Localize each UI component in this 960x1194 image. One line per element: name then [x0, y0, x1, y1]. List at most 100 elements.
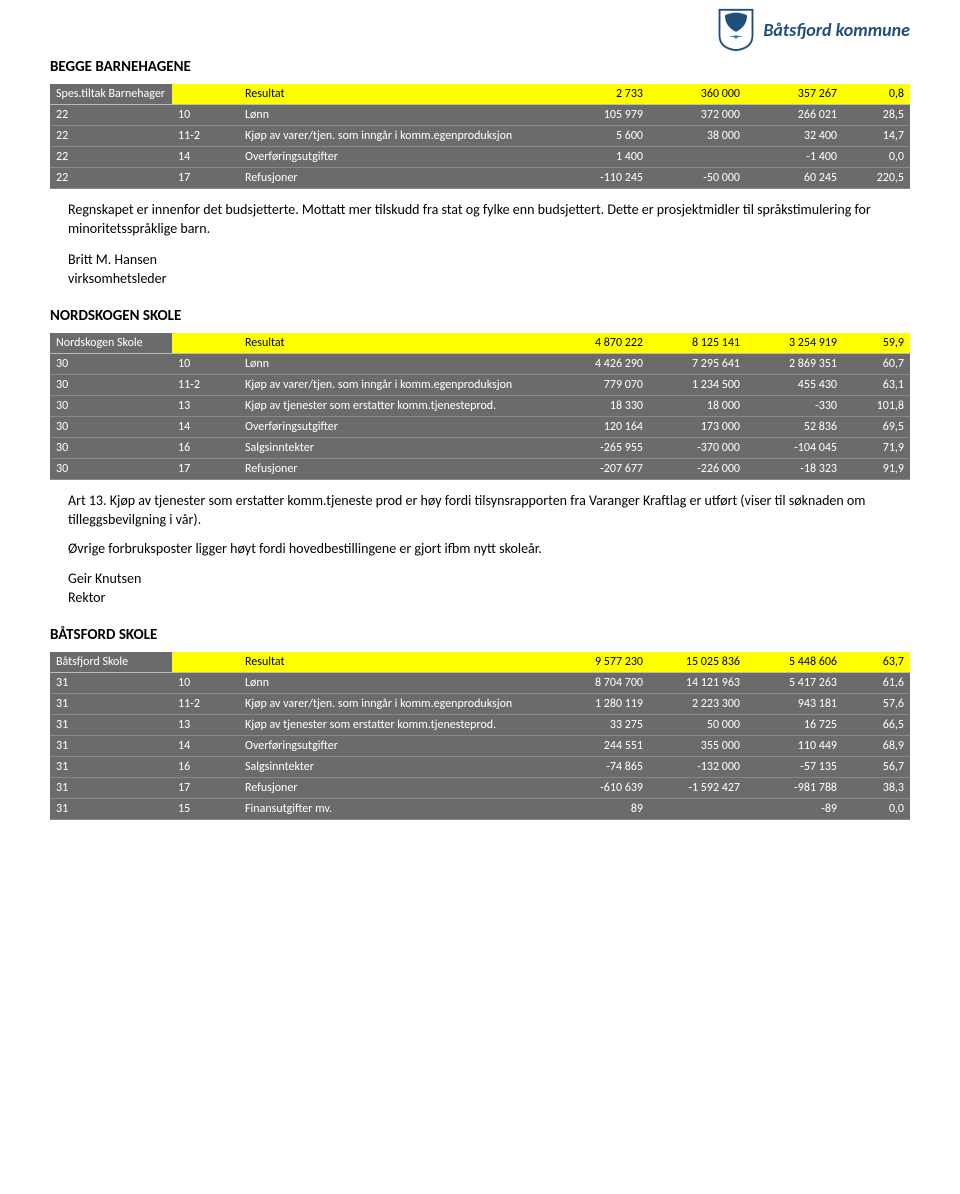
cell: 38,3 [843, 778, 910, 799]
cell: 31 [50, 715, 172, 736]
cell: 0,0 [843, 147, 910, 168]
section-title: BÅTSFORD SKOLE [50, 626, 910, 644]
cell: 4 426 290 [552, 353, 649, 374]
note-text: Art 13. Kjøp av tjenester som erstatter … [68, 492, 888, 530]
section-title: NORDSKOGEN SKOLE [50, 307, 910, 325]
cell: 71,9 [843, 437, 910, 458]
cell: 22 [50, 126, 172, 147]
cell: 355 000 [649, 736, 746, 757]
cell: Lønn [239, 353, 552, 374]
table-header-row: Nordskogen SkoleResultat4 870 2228 125 1… [50, 333, 910, 354]
cell: -265 955 [552, 437, 649, 458]
cell: Lønn [239, 673, 552, 694]
cell: -89 [746, 799, 843, 820]
cell: 60 245 [746, 168, 843, 189]
cell: 105 979 [552, 105, 649, 126]
cell: 30 [50, 416, 172, 437]
cell: 10 [172, 353, 239, 374]
cell: 173 000 [649, 416, 746, 437]
cell: 50 000 [649, 715, 746, 736]
cell: 61,6 [843, 673, 910, 694]
cell: Overføringsutgifter [239, 416, 552, 437]
cell: 22 [50, 168, 172, 189]
cell: -1 400 [746, 147, 843, 168]
cell: 31 [50, 757, 172, 778]
header-value: 357 267 [746, 84, 843, 105]
cell: 17 [172, 458, 239, 479]
cell: 89 [552, 799, 649, 820]
header-value: 4 870 222 [552, 333, 649, 354]
signature-role: virksomhetsleder [68, 270, 910, 287]
cell: Kjøp av tjenester som erstatter komm.tje… [239, 715, 552, 736]
cell: 5 600 [552, 126, 649, 147]
cell: 1 280 119 [552, 694, 649, 715]
cell: 14 [172, 416, 239, 437]
cell: Kjøp av varer/tjen. som inngår i komm.eg… [239, 126, 552, 147]
cell: 220,5 [843, 168, 910, 189]
cell: 16 725 [746, 715, 843, 736]
cell: 52 836 [746, 416, 843, 437]
table-row: 3116Salgsinntekter-74 865-132 000-57 135… [50, 757, 910, 778]
cell: 28,5 [843, 105, 910, 126]
cell: 30 [50, 437, 172, 458]
cell: 17 [172, 778, 239, 799]
cell: -104 045 [746, 437, 843, 458]
header-value: 5 448 606 [746, 652, 843, 673]
logo-text: Båtsfjord kommune [763, 19, 910, 41]
cell: 11-2 [172, 126, 239, 147]
cell: Overføringsutgifter [239, 147, 552, 168]
table-row: 3010Lønn4 426 2907 295 6412 869 35160,7 [50, 353, 910, 374]
cell: 38 000 [649, 126, 746, 147]
header-value: 0,8 [843, 84, 910, 105]
cell: 16 [172, 757, 239, 778]
cell: 14,7 [843, 126, 910, 147]
cell: 30 [50, 395, 172, 416]
cell: 8 704 700 [552, 673, 649, 694]
header-value: 360 000 [649, 84, 746, 105]
note-text: Regnskapet er innenfor det budsjetterte.… [68, 201, 888, 239]
cell: 57,6 [843, 694, 910, 715]
table-row: 3016Salgsinntekter-265 955-370 000-104 0… [50, 437, 910, 458]
cell: 943 181 [746, 694, 843, 715]
table-row: 3014Overføringsutgifter120 164173 00052 … [50, 416, 910, 437]
table-row: 3114Overføringsutgifter244 551355 000110… [50, 736, 910, 757]
cell: 14 121 963 [649, 673, 746, 694]
cell: 68,9 [843, 736, 910, 757]
cell: 31 [50, 694, 172, 715]
cell: 2 223 300 [649, 694, 746, 715]
cell: 13 [172, 715, 239, 736]
cell: Finansutgifter mv. [239, 799, 552, 820]
cell: 1 234 500 [649, 374, 746, 395]
cell: 11-2 [172, 374, 239, 395]
cell: -981 788 [746, 778, 843, 799]
cell: 1 400 [552, 147, 649, 168]
cell: 2 869 351 [746, 353, 843, 374]
cell: Refusjoner [239, 458, 552, 479]
cell [649, 147, 746, 168]
cell: 18 000 [649, 395, 746, 416]
cell: 60,7 [843, 353, 910, 374]
cell: 56,7 [843, 757, 910, 778]
signature-name: Britt M. Hansen [68, 251, 910, 268]
cell: 31 [50, 673, 172, 694]
cell: Lønn [239, 105, 552, 126]
cell: -110 245 [552, 168, 649, 189]
table-row: 3011-2Kjøp av varer/tjen. som inngår i k… [50, 374, 910, 395]
cell: 69,5 [843, 416, 910, 437]
cell: 30 [50, 458, 172, 479]
cell: 14 [172, 736, 239, 757]
cell: Kjøp av tjenester som erstatter komm.tje… [239, 395, 552, 416]
table-row: 2210Lønn105 979372 000266 02128,5 [50, 105, 910, 126]
cell: -132 000 [649, 757, 746, 778]
header-value: 8 125 141 [649, 333, 746, 354]
cell: -18 323 [746, 458, 843, 479]
note-text: Øvrige forbruksposter ligger høyt fordi … [68, 540, 888, 559]
header-logo: Båtsfjord kommune [717, 8, 910, 52]
cell: -1 592 427 [649, 778, 746, 799]
cell: 31 [50, 778, 172, 799]
result-label: Resultat [239, 333, 552, 354]
cell: 779 070 [552, 374, 649, 395]
cell: -74 865 [552, 757, 649, 778]
cell: 13 [172, 395, 239, 416]
cell: -50 000 [649, 168, 746, 189]
